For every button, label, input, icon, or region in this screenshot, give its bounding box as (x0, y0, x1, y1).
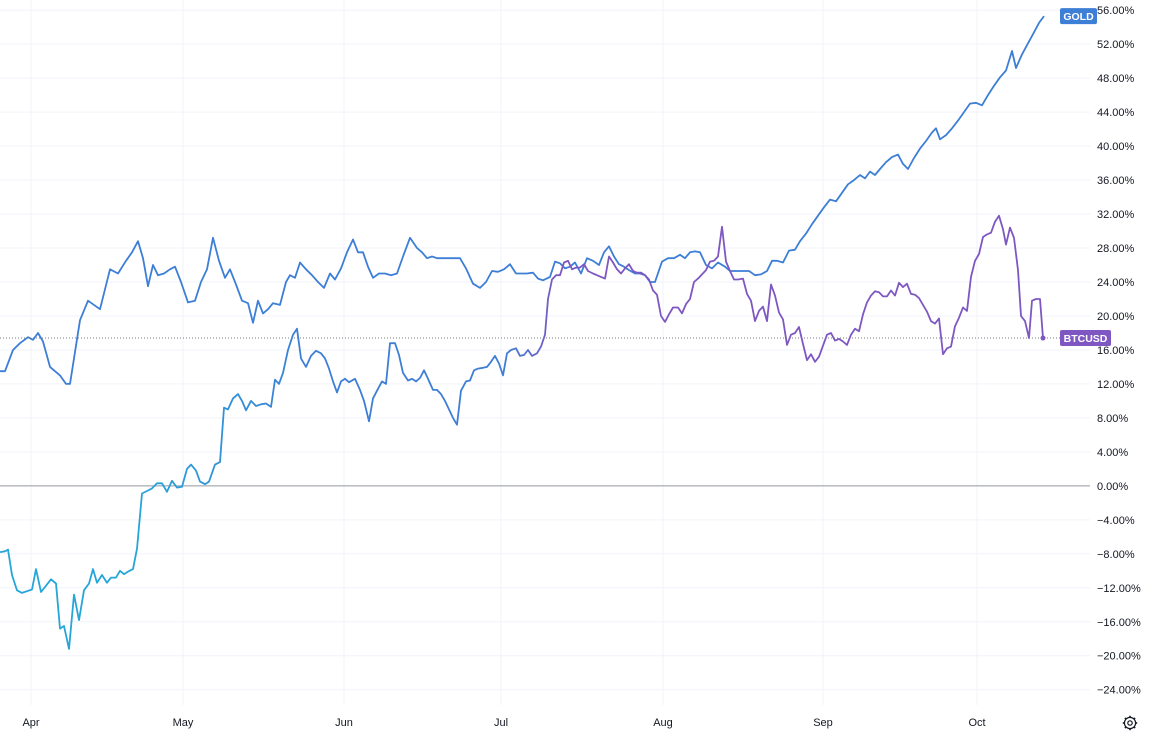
last-value-tag-gold: GOLD (1060, 8, 1097, 25)
y-tick-label: −4.00% (1097, 515, 1135, 527)
y-tick-label: 44.00% (1097, 107, 1135, 119)
x-tick-label: Sep (813, 717, 833, 729)
series-layer (0, 15, 1045, 650)
y-tick-label: 36.00% (1097, 175, 1135, 187)
y-tick-label: −8.00% (1097, 549, 1135, 561)
y-tick-label: −24.00% (1097, 685, 1141, 697)
y-axis[interactable]: 56.00% 52.00% 48.00% 44.00% 40.00% 36.00% 32.0… (1097, 5, 1141, 697)
last-value-tag-btcusd: BTCUSD (1060, 330, 1111, 347)
y-tick-label: 16.00% (1097, 345, 1135, 357)
last-value-tags: GOLD BTCUSD (1060, 8, 1111, 347)
series-line-btcusd[interactable] (0, 214, 1044, 650)
tag-label: BTCUSD (1064, 333, 1108, 345)
y-tick-label: 40.00% (1097, 141, 1135, 153)
y-tick-label: −20.00% (1097, 651, 1141, 663)
y-tick-label: 52.00% (1097, 39, 1135, 51)
y-tick-label: 24.00% (1097, 277, 1135, 289)
price-line-layer (0, 335, 1090, 341)
y-tick-label: 32.00% (1097, 209, 1135, 221)
y-tick-label: 4.00% (1097, 447, 1128, 459)
tag-label: GOLD (1063, 11, 1094, 23)
y-tick-label: 48.00% (1097, 73, 1135, 85)
x-tick-label: Oct (968, 717, 985, 729)
y-tick-label: −12.00% (1097, 583, 1141, 595)
gear-icon (1122, 715, 1138, 731)
x-tick-label: May (173, 717, 194, 729)
grid-lines (0, 0, 1090, 705)
y-tick-label: 20.00% (1097, 311, 1135, 323)
x-tick-label: Aug (653, 717, 673, 729)
y-tick-label: −16.00% (1097, 617, 1141, 629)
chart-settings-button[interactable] (1121, 714, 1139, 732)
y-tick-label: 8.00% (1097, 413, 1128, 425)
y-tick-label: 56.00% (1097, 5, 1135, 17)
y-tick-label: 28.00% (1097, 243, 1135, 255)
x-axis[interactable]: Apr May Jun Jul Aug Sep Oct (22, 717, 985, 729)
series-line-gold[interactable] (0, 15, 1045, 385)
btcusd-last-point (1040, 335, 1046, 341)
x-tick-label: Jun (335, 717, 353, 729)
x-tick-label: Jul (494, 717, 508, 729)
x-tick-label: Apr (22, 717, 39, 729)
y-tick-label: 12.00% (1097, 379, 1135, 391)
y-tick-label: 0.00% (1097, 481, 1128, 493)
